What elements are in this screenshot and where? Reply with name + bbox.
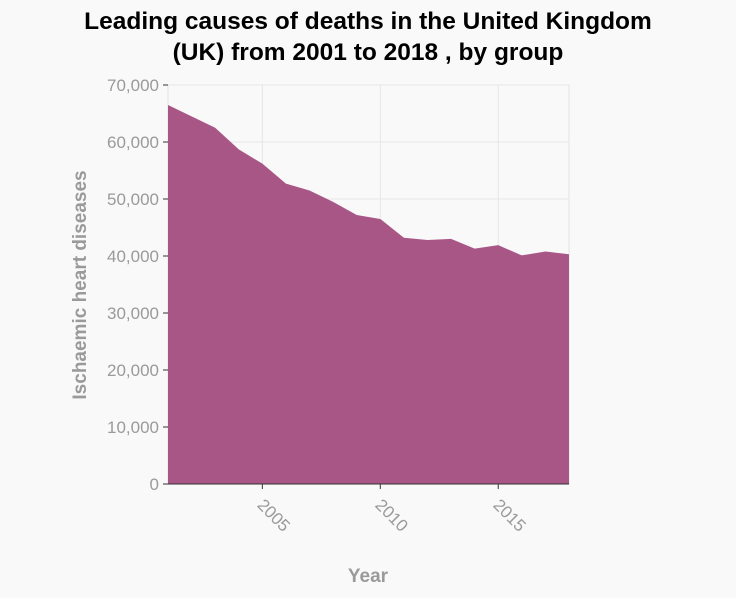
y-tick-label: 10,000 bbox=[107, 418, 159, 437]
x-axis-ticks: 2005 2010 2015 bbox=[254, 484, 530, 536]
x-tick-label: 2010 bbox=[371, 495, 411, 535]
y-tick-label: 60,000 bbox=[107, 133, 159, 152]
y-tick-label: 30,000 bbox=[107, 304, 159, 323]
x-tick-label: 2005 bbox=[254, 495, 294, 535]
y-tick-label: 50,000 bbox=[107, 190, 159, 209]
chart-title: Leading causes of deaths in the United K… bbox=[0, 6, 736, 68]
y-tick-label: 20,000 bbox=[107, 361, 159, 380]
area-series-layer bbox=[168, 104, 569, 484]
chart-title-line-2: (UK) from 2001 to 2018 , by group bbox=[172, 39, 564, 66]
y-axis-ticks: 0 10,000 20,000 30,000 40,000 50,000 60,000 70,… bbox=[107, 76, 168, 494]
chart-title-line-1: Leading causes of deaths in the United K… bbox=[84, 8, 652, 35]
y-axis-title: Ischaemic heart diseases bbox=[70, 170, 91, 399]
x-tick-label: 2015 bbox=[489, 495, 529, 535]
y-tick-label: 0 bbox=[150, 475, 159, 494]
area-series-ischaemic-heart-diseases bbox=[168, 104, 569, 484]
y-tick-label: 70,000 bbox=[107, 76, 159, 95]
y-tick-label: 40,000 bbox=[107, 247, 159, 266]
x-axis-title: Year bbox=[348, 566, 389, 587]
